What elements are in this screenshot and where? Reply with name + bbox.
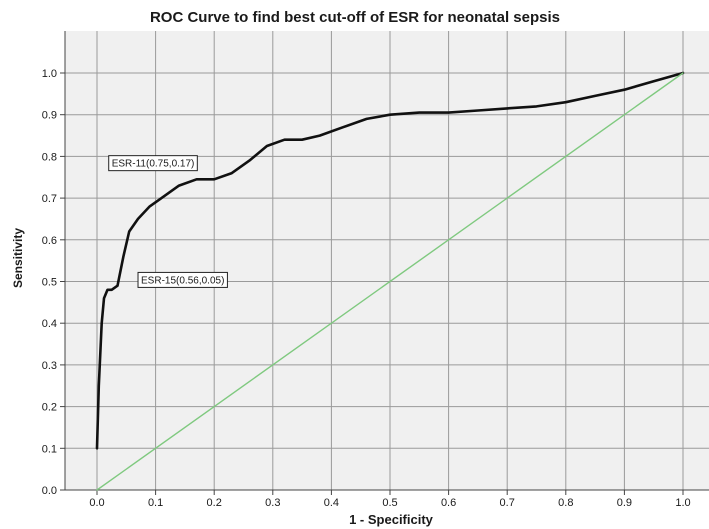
x-axis-ticks: 0.0 0.1 0.2 0.3 0.4 0.5 0.6 0.7 0.8 0.9 1.0 (89, 490, 691, 509)
y-axis-ticks: 0.0 0.1 0.2 0.3 0.4 0.5 0.6 0.7 0.8 0.9 1.0 (42, 68, 65, 497)
x-tick-label: 0.3 (265, 497, 280, 509)
y-tick-label: 0.8 (42, 151, 57, 163)
y-tick-label: 0.7 (42, 193, 57, 205)
annotation-frame (108, 155, 198, 172)
x-tick-label: 1.0 (675, 497, 690, 509)
annotation-box: ESR-15(0.56,0.05) (137, 271, 228, 288)
x-tick-label: 0.7 (500, 497, 515, 509)
series-lines (95, 71, 685, 491)
y-tick-label: 0.6 (42, 235, 57, 247)
y-tick-label: 0.2 (42, 402, 57, 414)
annotation-label: ESR-11(0.75,0.17) (112, 159, 195, 170)
y-tick-label: 0.3 (42, 360, 57, 372)
chart-title: ROC Curve to find best cut-off of ESR fo… (150, 9, 560, 26)
grid-lines (64, 31, 709, 491)
y-tick-label: 0.9 (42, 110, 57, 122)
plot-background (65, 31, 709, 490)
y-tick-label: 0.1 (42, 443, 57, 455)
plot-area (65, 31, 709, 490)
x-tick-label: 0.9 (617, 497, 632, 509)
y-tick-label: 0.5 (42, 277, 57, 289)
annotations: ESR-11(0.75,0.17) ESR-15(0.56,0.05) (108, 155, 228, 288)
x-tick-label: 0.8 (558, 497, 573, 509)
annotation-frame (137, 271, 228, 288)
annotation-box: ESR-11(0.75,0.17) (108, 155, 198, 172)
reference-diagonal-line (96, 72, 684, 491)
x-tick-label: 0.1 (148, 497, 163, 509)
y-tick-label: 0.0 (42, 485, 57, 497)
y-axis-label: Sensitivity (11, 228, 25, 288)
x-tick-label: 0.6 (441, 497, 456, 509)
x-tick-label: 0.4 (324, 497, 339, 509)
x-axis-label: 1 - Specificity (349, 512, 434, 527)
y-tick-label: 0.4 (42, 318, 57, 330)
x-tick-label: 0.0 (89, 497, 104, 509)
x-tick-label: 0.5 (382, 497, 397, 509)
x-tick-label: 0.2 (207, 497, 222, 509)
annotation-label: ESR-15(0.56,0.05) (141, 275, 224, 286)
roc-curve-line (95, 71, 685, 450)
y-tick-label: 1.0 (42, 68, 57, 80)
